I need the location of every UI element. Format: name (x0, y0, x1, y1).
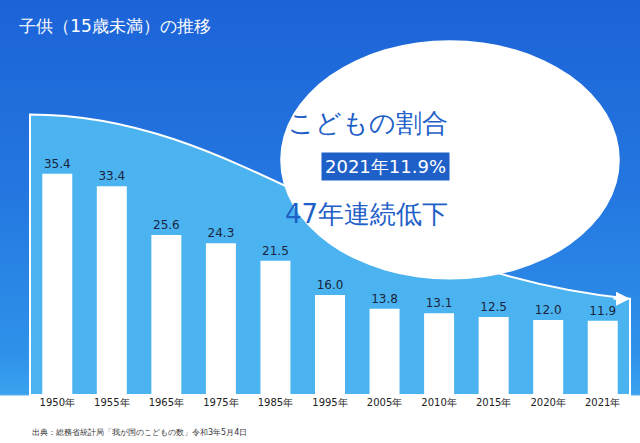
svg-text:12.5: 12.5 (480, 300, 507, 314)
svg-text:1975年: 1975年 (203, 397, 238, 408)
svg-text:25.6: 25.6 (153, 218, 180, 232)
svg-text:12.0: 12.0 (535, 303, 562, 317)
svg-text:35.4: 35.4 (44, 157, 71, 171)
svg-text:1965年: 1965年 (149, 397, 184, 408)
svg-text:2005年: 2005年 (367, 397, 402, 408)
svg-text:2015年: 2015年 (476, 397, 511, 408)
svg-text:1985年: 1985年 (258, 397, 293, 408)
svg-text:2021年: 2021年 (585, 397, 620, 408)
svg-text:47年連続低下: 47年連続低下 (285, 199, 448, 229)
svg-text:24.3: 24.3 (208, 226, 235, 240)
svg-text:こどもの割合: こどもの割合 (288, 108, 448, 138)
svg-text:2020年: 2020年 (530, 397, 565, 408)
svg-text:16.0: 16.0 (317, 278, 344, 292)
svg-text:出典：総務省統計局「我が国のこどもの数」令和3年5月4日: 出典：総務省統計局「我が国のこどもの数」令和3年5月4日 (32, 428, 247, 437)
svg-text:21.5: 21.5 (262, 244, 289, 258)
svg-text:2010年: 2010年 (421, 397, 456, 408)
svg-text:2021年11.9%: 2021年11.9% (325, 156, 446, 177)
svg-text:13.8: 13.8 (371, 292, 398, 306)
svg-text:1995年: 1995年 (312, 397, 347, 408)
svg-text:11.9: 11.9 (589, 304, 616, 318)
svg-text:13.1: 13.1 (426, 296, 453, 310)
svg-text:1955年: 1955年 (94, 397, 129, 408)
svg-text:子供（15歳未満）の推移: 子供（15歳未満）の推移 (19, 16, 211, 36)
svg-text:1950年: 1950年 (40, 397, 75, 408)
svg-text:33.4: 33.4 (98, 169, 125, 183)
